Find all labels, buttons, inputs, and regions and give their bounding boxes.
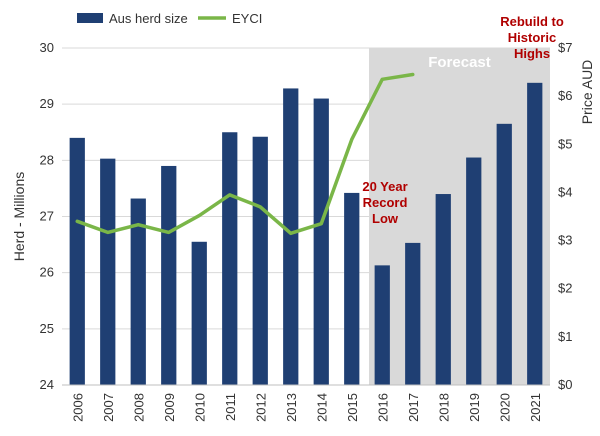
x-tick-label: 2013	[284, 393, 299, 422]
eyci-line-layer	[75, 72, 415, 236]
forecast-label: Forecast	[428, 54, 491, 71]
y2-tick-label: $5	[558, 136, 572, 151]
y-axis-title: Herd - Millions	[11, 172, 27, 261]
herd-bar	[435, 194, 451, 385]
herd-bars	[69, 82, 543, 386]
herd-bar	[191, 241, 207, 385]
y-tick-label: 26	[40, 265, 54, 280]
herd-bar	[130, 198, 146, 385]
y-tick-label: 27	[40, 209, 54, 224]
x-tick-label: 2021	[528, 393, 543, 422]
y2-tick-label: $0	[558, 377, 572, 392]
y2-tick-label: $1	[558, 329, 572, 344]
x-tick-label: 2009	[162, 393, 177, 422]
x-tick-label: 2006	[70, 393, 85, 422]
y-tick-label: 30	[40, 40, 54, 55]
herd-bar	[496, 123, 512, 385]
x-tick-label: 2014	[314, 393, 329, 422]
y-tick-label: 29	[40, 96, 54, 111]
axes: 24 25 26 27 28 29 30 $0 $1 $2 $3 $4 $5 $6 $7 Herd - Mil…	[11, 40, 595, 422]
herd-bar	[252, 136, 268, 385]
legend[interactable]: Aus herd size EYCI	[77, 11, 262, 26]
annotation-record-low: Low	[372, 211, 399, 226]
x-tick-label: 2016	[375, 393, 390, 422]
herd-bar	[313, 98, 329, 386]
annotation-record-low: Record	[363, 195, 408, 210]
herd-bar	[100, 158, 116, 385]
herd-bar	[69, 137, 85, 385]
legend-label-eyci: EYCI	[232, 11, 262, 26]
y-tick-label: 25	[40, 321, 54, 336]
y2-tick-label: $4	[558, 184, 572, 199]
x-tick-label: 2011	[223, 393, 238, 421]
y2-tick-label: $3	[558, 233, 572, 248]
herd-bar	[222, 132, 238, 385]
y2-tick-label: $6	[558, 88, 572, 103]
y2-tick-label: $7	[558, 40, 572, 55]
annotation-rebuild: Rebuild to	[500, 14, 564, 29]
x-tick-label: 2008	[131, 393, 146, 422]
herd-bar	[527, 82, 543, 385]
x-tick-label: 2010	[192, 393, 207, 422]
herd-bar	[374, 265, 390, 385]
x-tick-label: 2012	[253, 393, 268, 422]
y2-tick-label: $2	[558, 281, 572, 296]
herd-bar	[344, 192, 360, 385]
annotation-rebuild: Historic	[508, 30, 556, 45]
annotation-rebuild: Highs	[514, 46, 550, 61]
herd-bar	[161, 165, 177, 385]
legend-swatch-herd	[77, 13, 103, 23]
x-tick-label: 2015	[345, 393, 360, 422]
x-tick-label: 2020	[497, 393, 512, 422]
herd-bar	[466, 157, 482, 385]
y2-axis-title: Price AUD	[579, 60, 595, 125]
x-tick-label: 2017	[406, 393, 421, 422]
x-tick-label: 2007	[101, 393, 116, 422]
x-tick-label: 2019	[467, 393, 482, 422]
herd-bar	[283, 88, 299, 385]
y-tick-label: 28	[40, 152, 54, 167]
legend-label-herd: Aus herd size	[109, 11, 188, 26]
annotation-record-low: 20 Year	[362, 179, 407, 194]
herd-bar	[405, 242, 421, 385]
eyci-line	[75, 72, 415, 236]
x-tick-label: 2018	[436, 393, 451, 422]
y-tick-label: 24	[40, 377, 54, 392]
